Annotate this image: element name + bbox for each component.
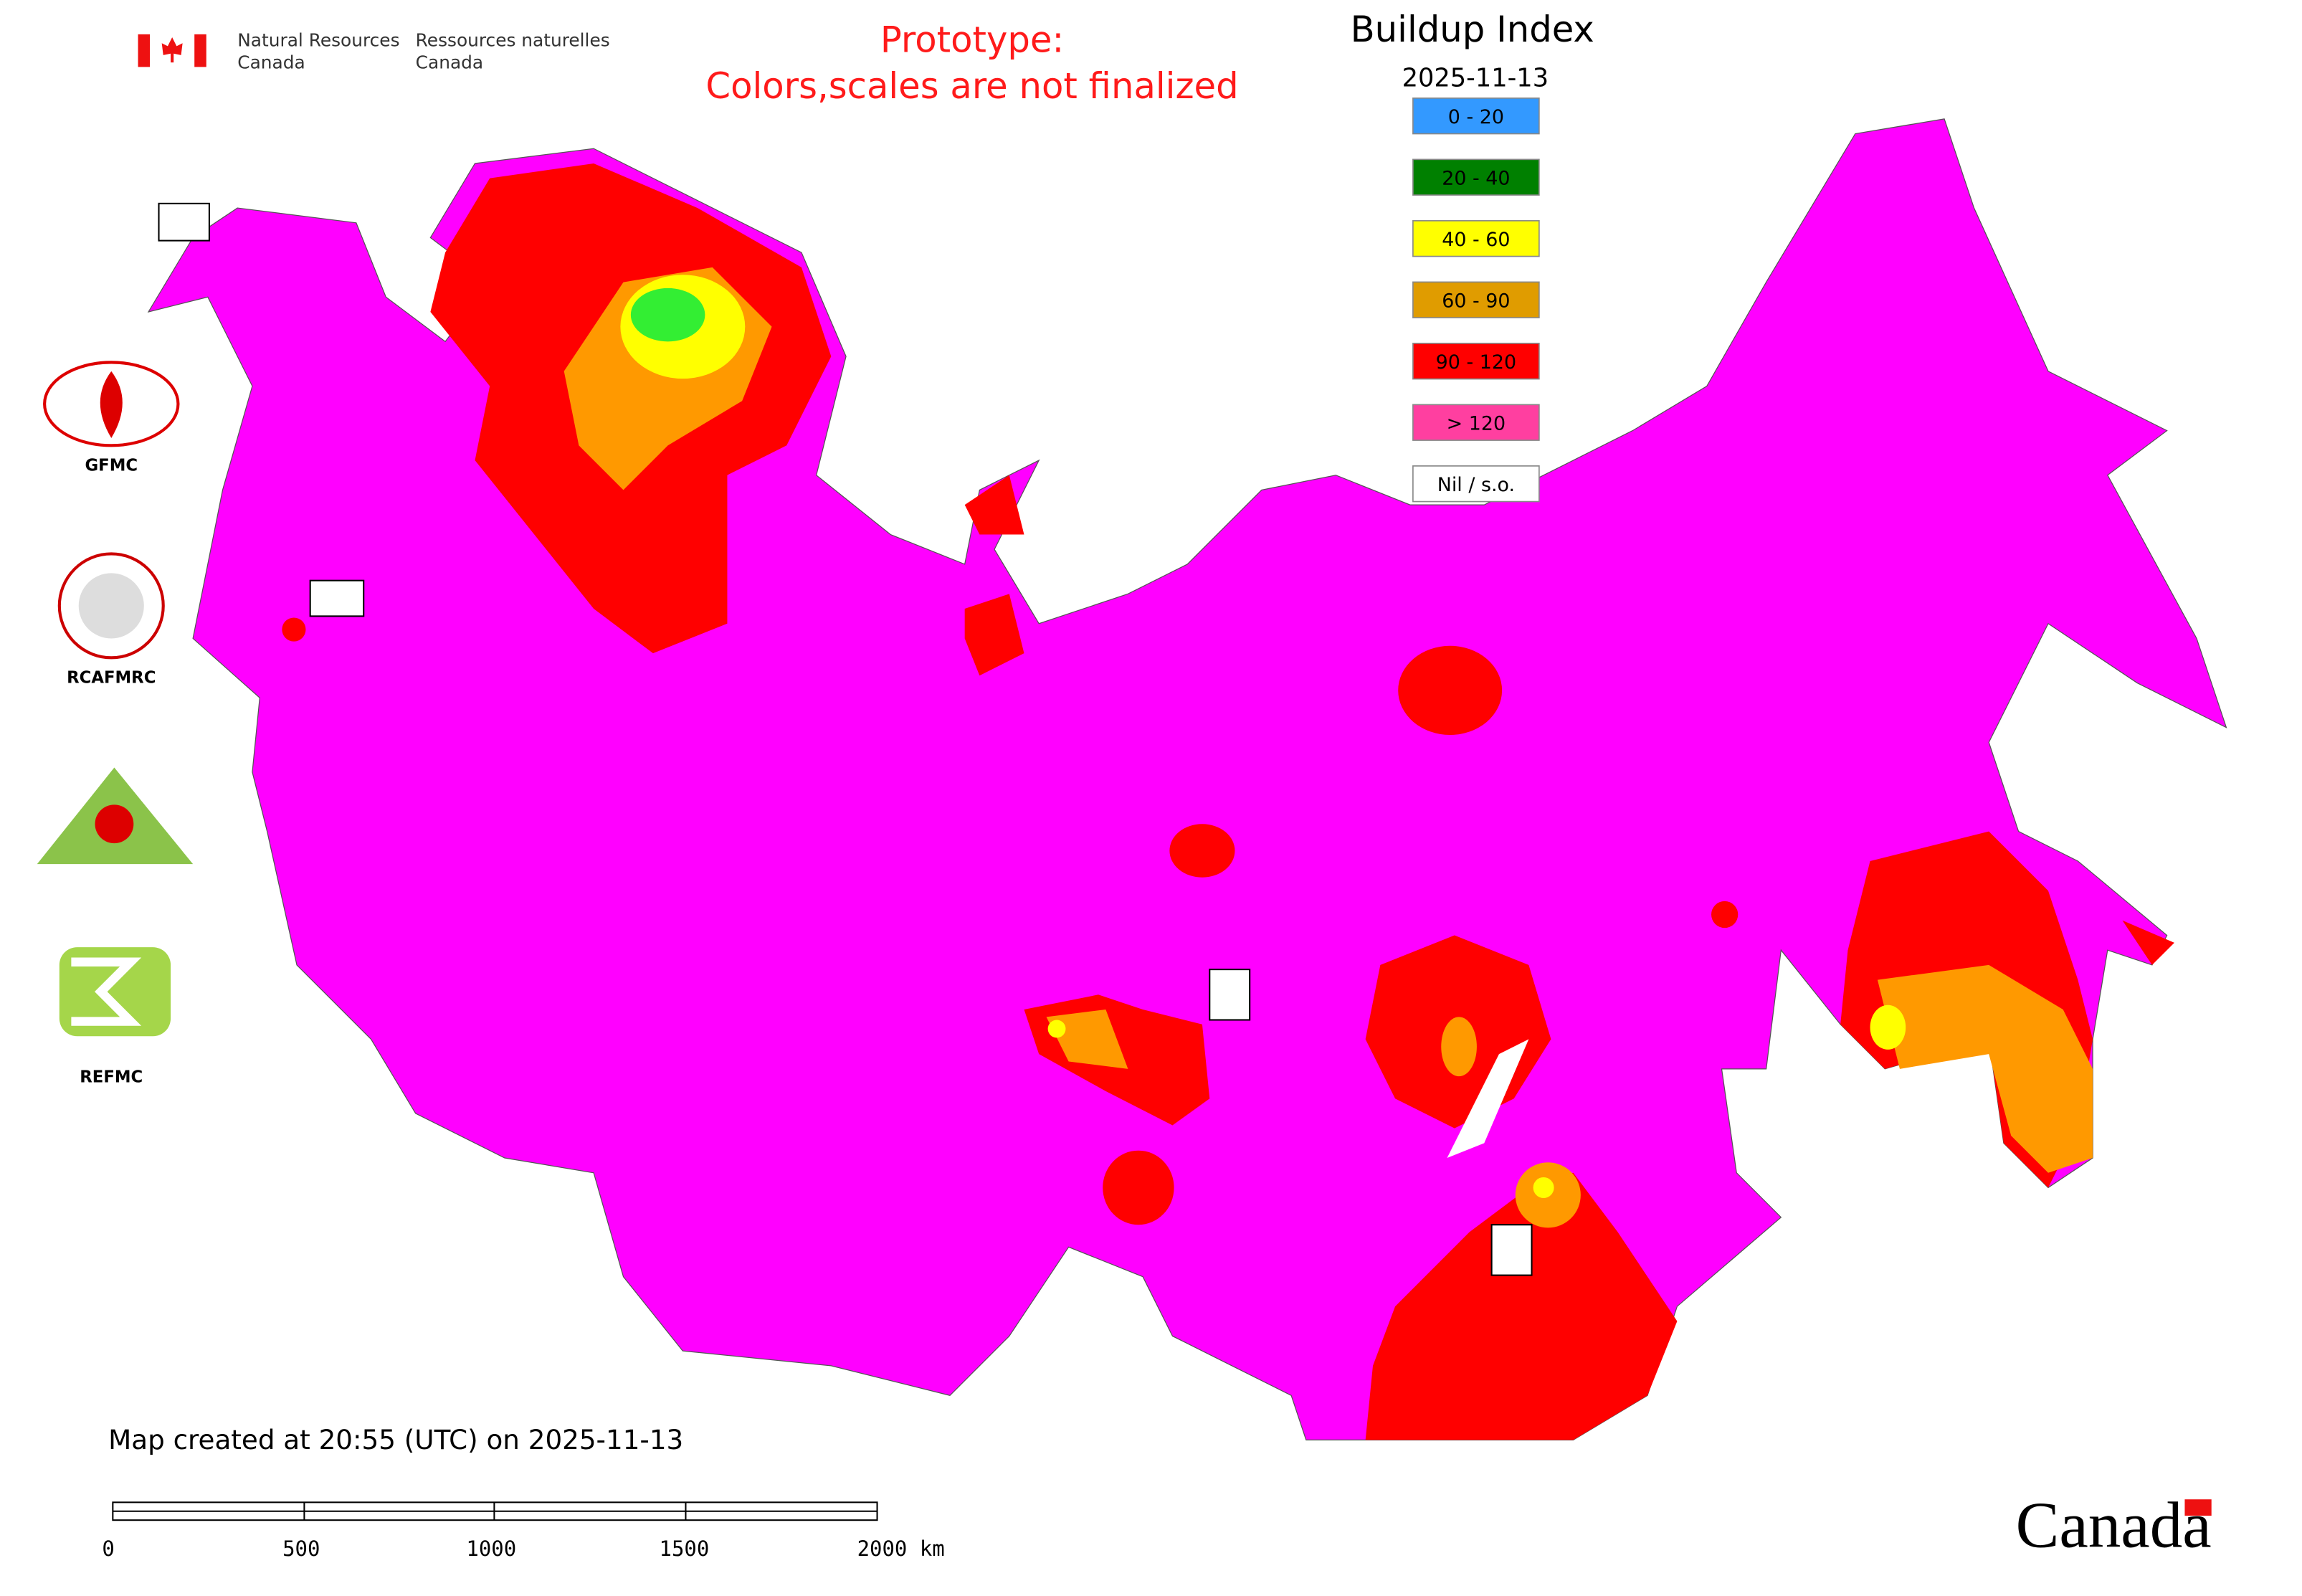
zone-40-60 [1870, 1004, 1906, 1050]
reefmc-logo [95, 804, 134, 844]
refmc-logo [71, 957, 142, 1026]
logo-label: RCAFMRC [67, 669, 156, 688]
legend-swatch [1412, 404, 1540, 441]
zone-90-120 [2122, 920, 2174, 965]
canada-wordmark: Canada [2016, 1488, 2212, 1561]
agency-fr: Ressources naturelles [416, 29, 610, 50]
nrcan-signature: Natural Resources Canada Ressources natu… [138, 29, 610, 72]
creation-note: Map created at 20:55 (UTC) on 2025-11-13 [108, 1424, 683, 1455]
zone-40-60 [1047, 1020, 1066, 1038]
prototype-notice: Prototype: [880, 19, 1064, 61]
logo-column: GFMC RCAFMRC REFMC [37, 361, 194, 1086]
wordmark-flag [2184, 1499, 2212, 1516]
gfmc-logo [100, 371, 123, 438]
scale-label: 500 [282, 1536, 320, 1561]
zone-90-120 [282, 617, 306, 642]
scale-label: 1500 [660, 1536, 710, 1561]
legend-label: 90 - 120 [1436, 351, 1516, 374]
legend-swatch [1412, 220, 1540, 257]
landmass [1840, 178, 1959, 386]
refmc-logo [59, 947, 171, 1037]
legend-label: 0 - 20 [1448, 106, 1504, 128]
legend: Buildup Index 2025-11-13 0 - 20 20 - 40 40… [1351, 9, 1594, 503]
legend-swatch [1412, 343, 1540, 380]
scale-label: 2000 km [857, 1536, 945, 1561]
logo-label: REFMC [80, 1068, 143, 1086]
marker [309, 579, 365, 617]
legend-swatch [1412, 98, 1540, 135]
legend-swatch [1412, 465, 1540, 503]
zone-90-120 [964, 475, 1024, 676]
zone-60-90 [1441, 1017, 1477, 1077]
agency-fr: Canada [416, 52, 483, 72]
legend-label: Nil / s.o. [1437, 474, 1515, 496]
rcafmrc-logo [78, 573, 144, 639]
legend-label: > 120 [1447, 413, 1506, 435]
zone-90-120 [1169, 824, 1235, 878]
marker [1209, 969, 1251, 1021]
bui-zones [282, 163, 2174, 1440]
legend-label: 20 - 40 [1442, 168, 1510, 190]
legend-swatch [1412, 158, 1540, 196]
legend-label: 60 - 90 [1442, 290, 1510, 313]
legend-swatch [1412, 281, 1540, 318]
zone-90-120 [1103, 1150, 1174, 1225]
prototype-notice: Colors,scales are not finalized [705, 65, 1238, 107]
legend-label: 40 - 60 [1442, 229, 1510, 251]
scale-label: 0 [102, 1536, 114, 1561]
flag-bar [194, 34, 206, 67]
maple-leaf [161, 37, 183, 63]
lake-baikal [1447, 1039, 1529, 1159]
centre-markers [158, 202, 1533, 1276]
zone-90-120 [1365, 1172, 1678, 1440]
logo-label: GFMC [85, 457, 138, 475]
gfmc-logo [43, 361, 180, 447]
agency-en: Natural Resources [237, 29, 399, 50]
zone-90-120 [1398, 645, 1503, 736]
agency-en: Canada [237, 52, 305, 72]
legend-date: 2025-11-13 [1402, 63, 1549, 92]
zone-60-90 [1877, 964, 2093, 1173]
scale-bar [112, 1501, 878, 1521]
marker [158, 202, 210, 242]
marker [1490, 1224, 1533, 1276]
zone-60-90 [1046, 1010, 1128, 1069]
flag-bar [138, 34, 151, 67]
zone-20-40 [630, 288, 705, 342]
legend-title: Buildup Index [1351, 9, 1594, 50]
zone-90-120 [1711, 901, 1739, 928]
scale-label: 1000 [466, 1536, 516, 1561]
zone-40-60 [1533, 1177, 1554, 1198]
